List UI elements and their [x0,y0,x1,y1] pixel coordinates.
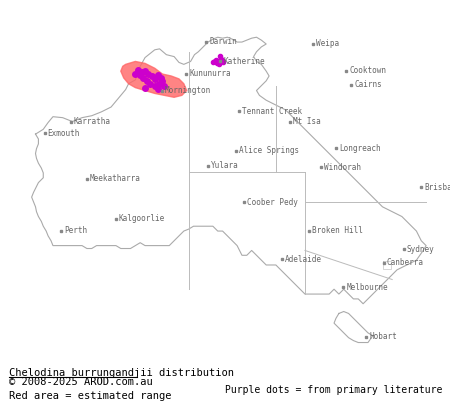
Text: Mt Isa: Mt Isa [293,117,321,126]
Text: Exmouth: Exmouth [47,129,80,138]
Text: Melbourne: Melbourne [346,283,388,292]
Text: Red area = estimated range: Red area = estimated range [9,391,171,401]
Polygon shape [334,312,373,342]
Text: Longreach: Longreach [339,144,381,153]
Text: Katherine: Katherine [223,57,265,66]
Text: Darwin: Darwin [209,37,237,46]
Text: Coober Pedy: Coober Pedy [247,198,298,207]
Text: Karratha: Karratha [74,117,111,127]
Text: Sydney: Sydney [407,245,435,254]
Text: Cooktown: Cooktown [349,66,386,76]
Text: Kalgoorlie: Kalgoorlie [118,215,165,223]
Text: Canberra: Canberra [387,259,423,267]
Text: Hobart: Hobart [369,332,397,341]
Text: Weipa: Weipa [316,39,339,48]
Text: Chelodina burrungandjii distribution: Chelodina burrungandjii distribution [9,369,234,378]
Text: © 2008-2025 AROD.com.au: © 2008-2025 AROD.com.au [9,377,153,387]
Text: Cairns: Cairns [354,81,382,89]
Text: Brisbane: Brisbane [424,183,450,192]
Text: Adelaide: Adelaide [284,255,322,264]
Text: Mornington: Mornington [164,86,211,95]
Text: Kununurra: Kununurra [189,69,231,78]
Text: Alice Springs: Alice Springs [239,146,299,155]
Text: Broken Hill: Broken Hill [312,226,363,235]
Text: Perth: Perth [64,226,87,235]
Text: Purple dots = from primary literature: Purple dots = from primary literature [225,385,442,395]
Text: Meekatharra: Meekatharra [90,174,140,183]
Text: Yulara: Yulara [211,161,238,170]
Polygon shape [32,37,426,304]
Text: Windorah: Windorah [324,163,361,172]
Text: Tennant Creek: Tennant Creek [242,107,302,116]
Polygon shape [121,61,187,97]
